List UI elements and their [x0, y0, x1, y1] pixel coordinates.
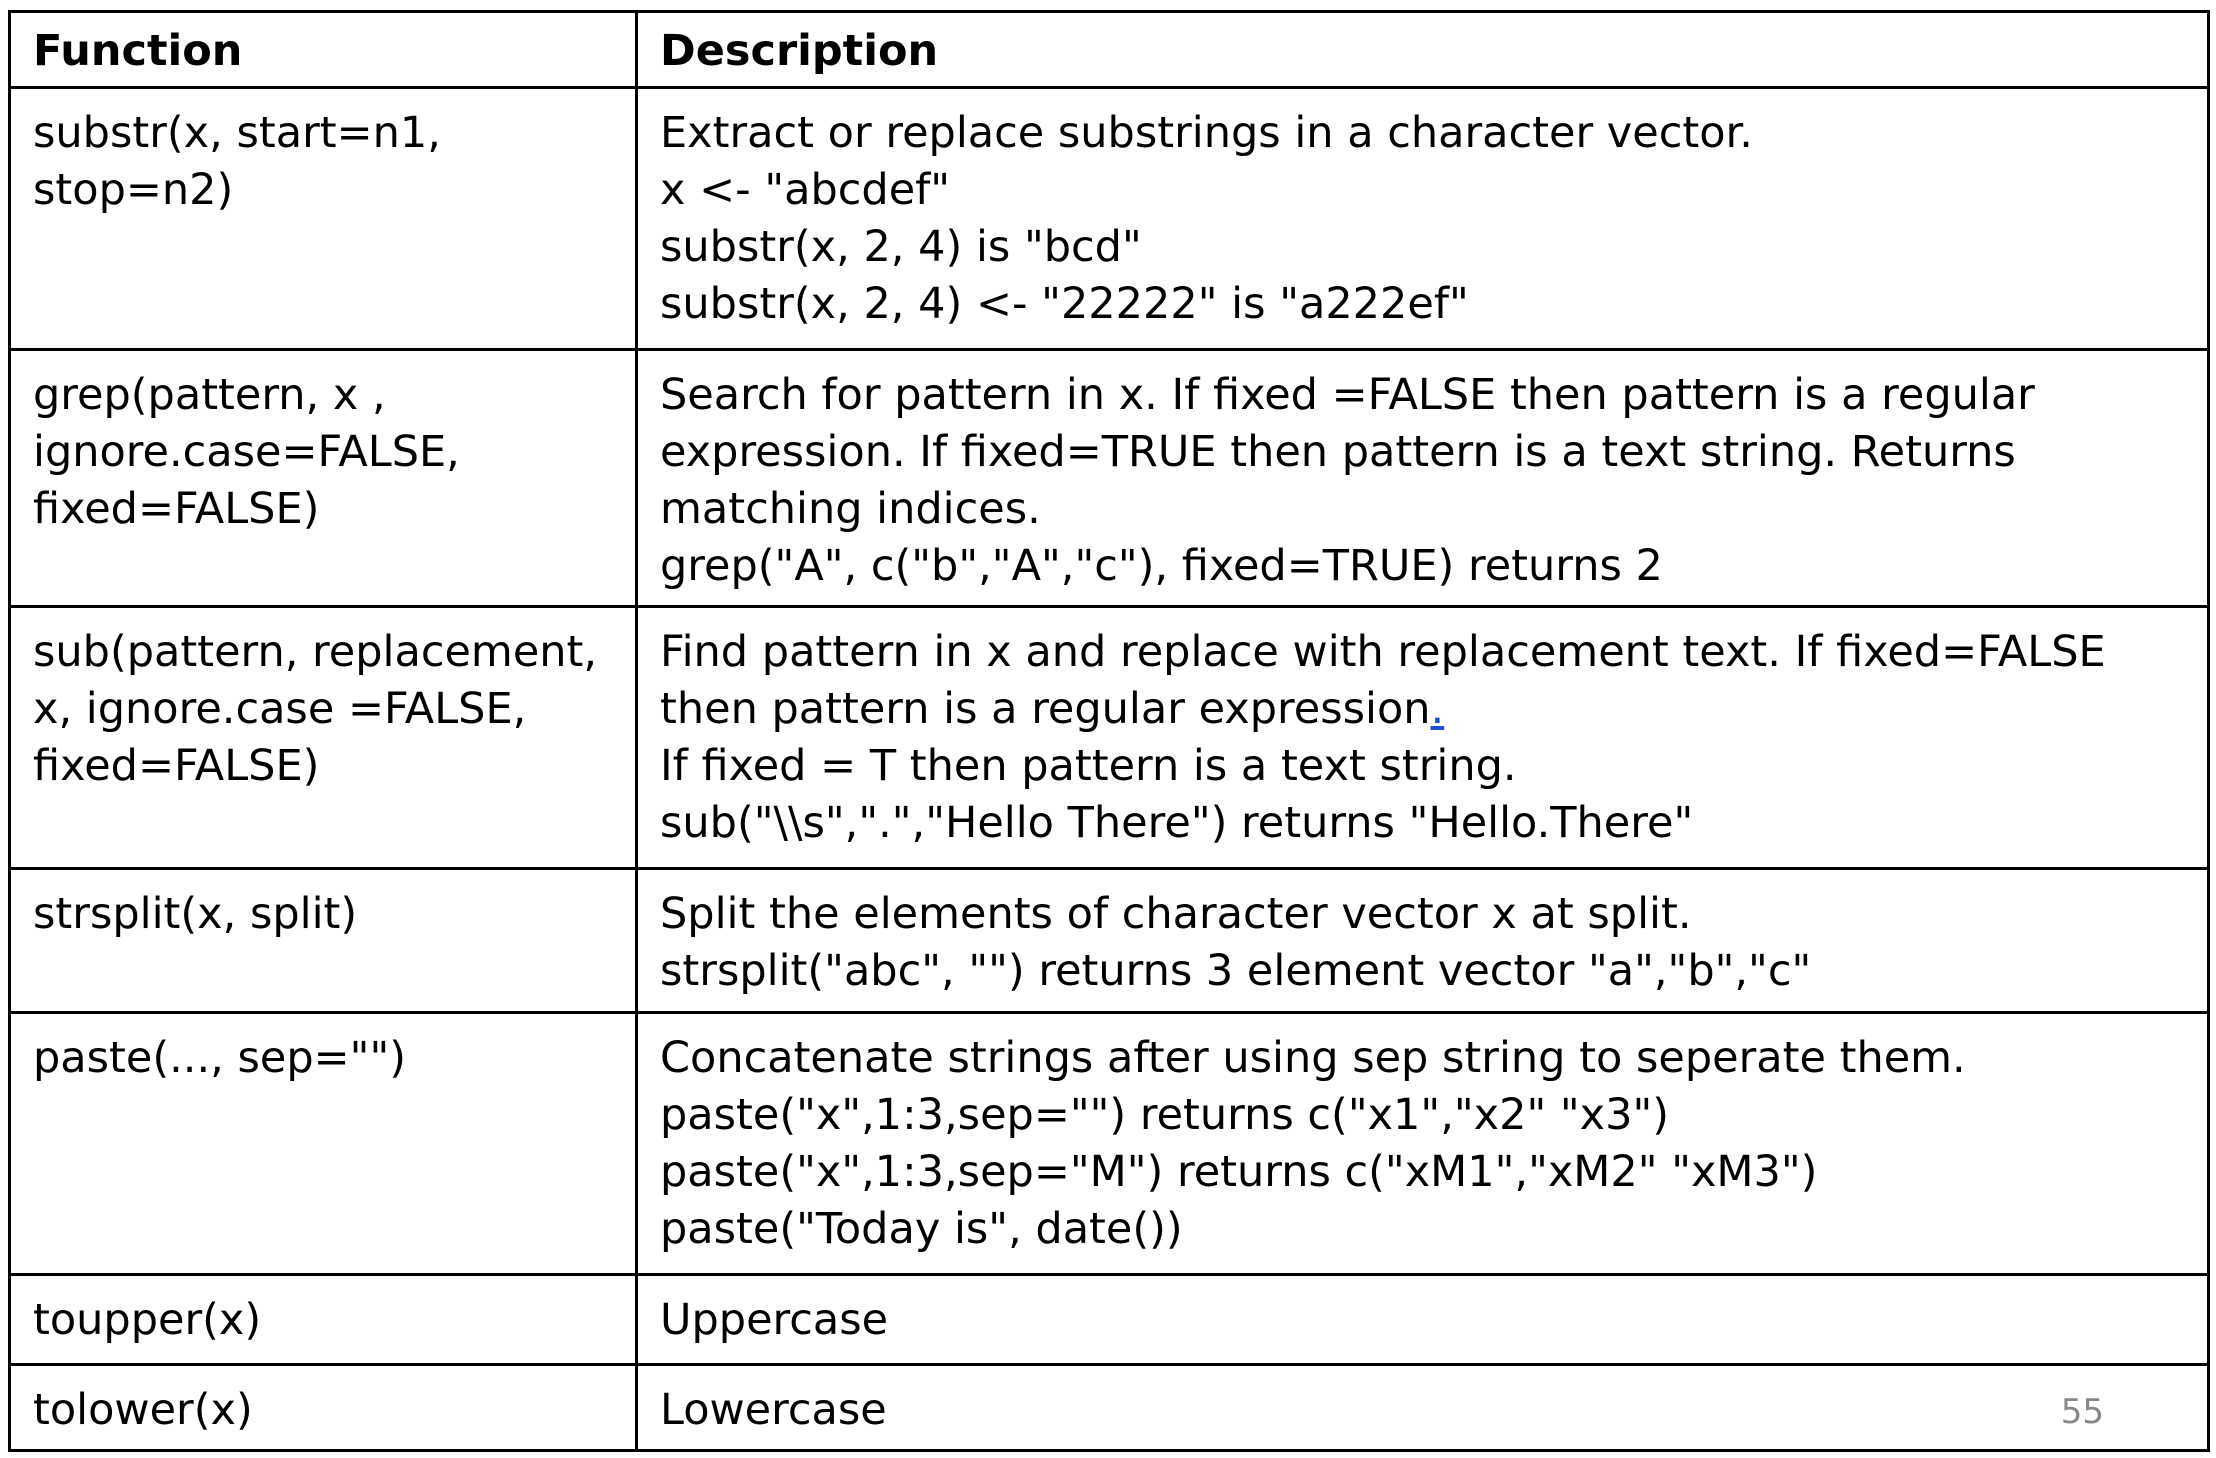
description-line: paste("x",1:3,sep="") returns c("x1","x2… [660, 1089, 1670, 1140]
function-line: fixed=FALSE) [33, 484, 320, 535]
table-row: grep(pattern, x , ignore.case=FALSE, fix… [8, 348, 2210, 608]
page-number: 55 [2060, 1392, 2104, 1432]
function-line: fixed=FALSE) [33, 740, 320, 791]
table-row: toupper(x) Uppercase [8, 1273, 2210, 1366]
function-line: x, ignore.case =FALSE, [33, 683, 527, 734]
description-line: Concatenate strings after using sep stri… [660, 1032, 1966, 1083]
description-cell: Lowercase [635, 1362, 2210, 1453]
description-line: grep("A", c("b","A","c"), fixed=TRUE) re… [660, 541, 1663, 592]
column-header-description: Description [635, 10, 2210, 89]
description-text: then pattern is a regular expression [660, 683, 1431, 734]
description-cell: Split the elements of character vector x… [635, 867, 2210, 1014]
function-cell: tolower(x) [8, 1362, 638, 1453]
description-line: substr(x, 2, 4) is "bcd" [660, 222, 1142, 272]
function-line: paste(..., sep="") [33, 1032, 406, 1083]
table-header-row: Function Description [8, 10, 2210, 89]
description-line: strsplit("abc", "") returns 3 element ve… [660, 946, 1812, 996]
table-row: paste(..., sep="") Concatenate strings a… [8, 1010, 2210, 1277]
function-line: strsplit(x, split) [33, 889, 358, 939]
function-cell: paste(..., sep="") [8, 1010, 638, 1277]
description-cell: Search for pattern in x. If fixed =FALSE… [635, 348, 2210, 608]
description-line: x <- "abcdef" [660, 165, 951, 215]
description-line: If fixed = T then pattern is a text stri… [660, 740, 1517, 791]
function-cell: substr(x, start=n1, stop=n2) [8, 85, 638, 352]
description-cell: Uppercase [635, 1273, 2210, 1366]
function-line: sub(pattern, replacement, [33, 626, 598, 677]
function-line: toupper(x) [33, 1295, 262, 1346]
description-line: Split the elements of character vector x… [660, 889, 1692, 939]
description-cell: Concatenate strings after using sep stri… [635, 1010, 2210, 1277]
description-line: Extract or replace substrings in a chara… [660, 108, 1753, 158]
description-cell: Find pattern in x and replace with repla… [635, 604, 2210, 871]
r-string-functions-table: Function Description substr(x, start=n1,… [8, 10, 2210, 1453]
function-cell: sub(pattern, replacement, x, ignore.case… [8, 604, 638, 871]
function-line: stop=n2) [33, 165, 234, 215]
table-row: substr(x, start=n1, stop=n2) Extract or … [8, 85, 2210, 352]
function-cell: strsplit(x, split) [8, 867, 638, 1014]
description-line: Uppercase [660, 1295, 889, 1346]
function-line: ignore.case=FALSE, [33, 427, 460, 478]
hyperlink-dot[interactable]: . [1430, 683, 1445, 734]
description-line: substr(x, 2, 4) <- "22222" is "a222ef" [660, 279, 1469, 329]
description-line: paste("x",1:3,sep="M") returns c("xM1","… [660, 1146, 1818, 1197]
function-line: substr(x, start=n1, [33, 108, 441, 158]
description-line: sub("\\s",".","Hello There") returns "He… [660, 797, 1694, 848]
column-header-function: Function [8, 10, 638, 89]
table-row: tolower(x) Lowercase [8, 1362, 2210, 1453]
function-cell: toupper(x) [8, 1273, 638, 1366]
table-row: sub(pattern, replacement, x, ignore.case… [8, 604, 2210, 871]
description-line: matching indices. [660, 484, 1041, 535]
description-line: Find pattern in x and replace with repla… [660, 626, 2106, 677]
description-line: paste("Today is", date()) [660, 1203, 1183, 1254]
function-line: grep(pattern, x , [33, 370, 386, 421]
function-cell: grep(pattern, x , ignore.case=FALSE, fix… [8, 348, 638, 608]
description-line-with-link: then pattern is a regular expression. [660, 681, 2185, 738]
description-line: expression. If fixed=TRUE then pattern i… [660, 427, 2016, 478]
description-line: Lowercase [660, 1384, 887, 1435]
function-line: tolower(x) [33, 1384, 253, 1435]
description-cell: Extract or replace substrings in a chara… [635, 85, 2210, 352]
description-line: Search for pattern in x. If fixed =FALSE… [660, 370, 2035, 421]
table-row: strsplit(x, split) Split the elements of… [8, 867, 2210, 1014]
